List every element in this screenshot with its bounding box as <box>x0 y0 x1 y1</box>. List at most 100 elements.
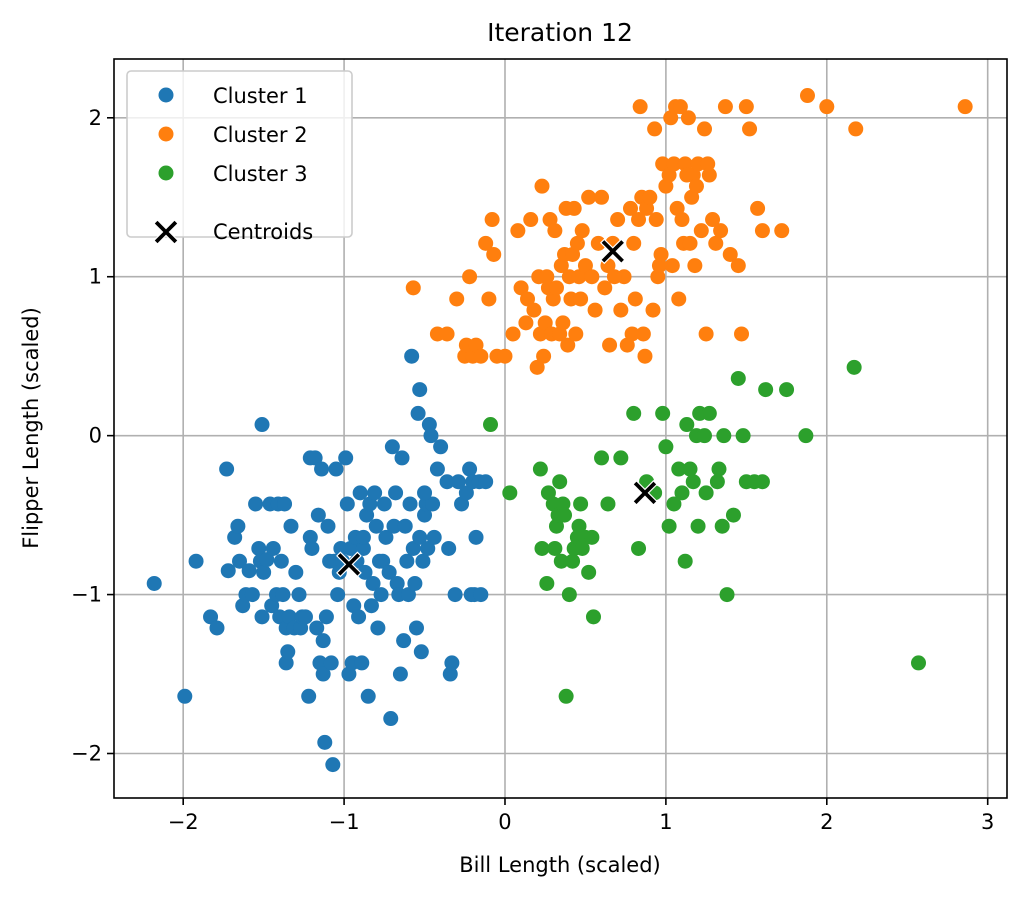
data-point <box>846 359 862 375</box>
data-point <box>653 246 669 262</box>
data-point <box>384 439 400 455</box>
centroid-marker <box>336 551 362 578</box>
data-point <box>701 405 717 421</box>
data-point <box>709 474 725 490</box>
data-point <box>307 450 323 466</box>
data-point <box>606 269 622 285</box>
data-point <box>779 382 795 398</box>
data-point <box>412 382 428 398</box>
data-point <box>277 496 293 512</box>
legend-label: Centroids <box>213 220 313 244</box>
data-point <box>413 644 429 660</box>
data-point <box>911 655 927 671</box>
data-point <box>711 461 727 477</box>
data-point <box>458 485 474 501</box>
data-point <box>439 474 455 490</box>
data-point <box>388 485 404 501</box>
data-point <box>798 428 814 444</box>
data-point <box>351 609 367 625</box>
data-point <box>320 518 336 534</box>
legend-label: Cluster 2 <box>213 123 308 147</box>
data-point <box>679 417 695 433</box>
centroid-marker <box>632 480 658 506</box>
data-point <box>697 121 713 137</box>
data-point <box>417 485 433 501</box>
data-point <box>357 564 373 580</box>
centroid-marker <box>599 238 626 265</box>
data-point <box>314 461 330 477</box>
data-point <box>613 302 629 318</box>
data-point <box>400 587 416 603</box>
x-axis-label: Bill Length (scaled) <box>459 853 661 877</box>
data-point <box>248 496 264 512</box>
data-point <box>677 156 693 172</box>
data-point <box>526 302 542 318</box>
data-point <box>561 587 577 603</box>
data-point <box>730 258 746 274</box>
data-point <box>478 474 494 490</box>
data-point <box>713 223 729 239</box>
data-point <box>642 189 658 205</box>
data-point <box>573 291 589 307</box>
data-point <box>219 461 235 477</box>
data-point <box>700 156 716 172</box>
data-point <box>241 563 257 579</box>
x-tick-label: 2 <box>820 810 833 834</box>
data-point <box>254 417 270 433</box>
data-point <box>417 507 433 523</box>
data-point <box>610 212 626 228</box>
data-point <box>754 223 770 239</box>
data-point <box>750 200 766 216</box>
data-point <box>613 450 629 466</box>
data-point <box>399 553 415 569</box>
data-point <box>622 200 638 216</box>
data-point <box>799 88 815 104</box>
data-point <box>520 291 536 307</box>
data-points <box>146 88 973 773</box>
data-point <box>555 315 571 331</box>
data-point <box>283 518 299 534</box>
data-point <box>536 348 552 364</box>
data-point <box>672 99 688 115</box>
data-point <box>412 529 428 545</box>
data-point <box>666 496 682 512</box>
data-point <box>405 280 421 296</box>
data-point <box>339 496 355 512</box>
data-point <box>392 666 408 682</box>
data-point <box>637 348 653 364</box>
data-point <box>275 587 291 603</box>
data-point <box>315 633 331 649</box>
data-point <box>548 280 564 296</box>
x-tick-label: 3 <box>981 810 994 834</box>
data-point <box>378 529 394 545</box>
data-point <box>734 326 750 342</box>
data-point <box>661 518 677 534</box>
legend-centroid-marker <box>153 219 179 245</box>
data-point <box>548 518 564 534</box>
data-point <box>421 417 437 433</box>
data-point <box>304 540 320 556</box>
data-point <box>410 405 426 421</box>
legend-marker <box>158 126 174 142</box>
data-point <box>671 291 687 307</box>
data-point <box>585 609 601 625</box>
data-point <box>220 563 236 579</box>
data-point <box>693 223 709 239</box>
data-point <box>690 518 706 534</box>
legend-label: Cluster 1 <box>213 84 308 108</box>
data-point <box>408 620 424 636</box>
data-point <box>323 655 339 671</box>
data-point <box>481 291 497 307</box>
data-point <box>505 326 521 342</box>
data-point <box>360 688 376 704</box>
data-point <box>444 655 460 671</box>
y-tick-label: 1 <box>89 265 102 289</box>
data-point <box>468 529 484 545</box>
data-point <box>302 529 318 545</box>
data-point <box>310 507 326 523</box>
data-point <box>547 223 563 239</box>
data-point <box>483 417 499 433</box>
data-point <box>573 496 589 512</box>
data-point <box>552 474 568 490</box>
data-point <box>627 291 643 307</box>
